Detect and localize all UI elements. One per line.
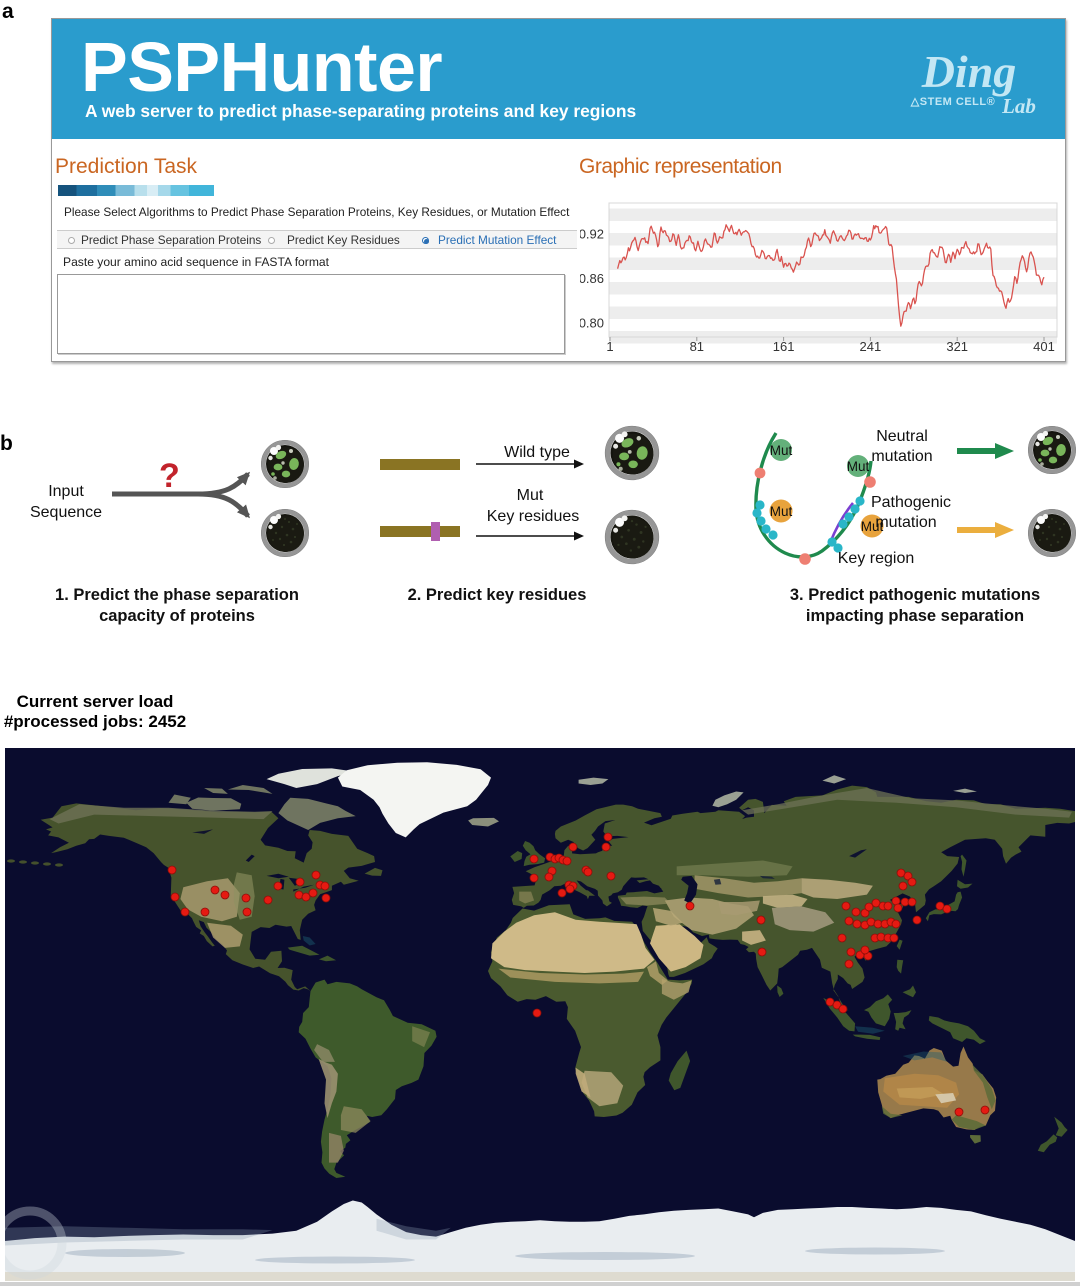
svg-text:Key residues: Key residues <box>487 508 580 525</box>
svg-text:0.86: 0.86 <box>580 271 604 286</box>
svg-text:Mut: Mut <box>861 519 884 534</box>
svg-text:Mut: Mut <box>847 459 870 474</box>
svg-text:401: 401 <box>1033 339 1055 354</box>
svg-text:3. Predict pathogenic mutation: 3. Predict pathogenic mutations <box>790 586 1040 604</box>
svg-text:Mut: Mut <box>770 443 793 458</box>
svg-text:321: 321 <box>946 339 968 354</box>
svg-text:241: 241 <box>860 339 882 354</box>
svg-text:Key region: Key region <box>838 550 915 567</box>
svg-text:0.80: 0.80 <box>580 316 604 331</box>
svg-text:81: 81 <box>690 339 704 354</box>
svg-text:Neutral: Neutral <box>876 428 928 445</box>
svg-text:Wild type: Wild type <box>504 444 570 461</box>
svg-text:0.92: 0.92 <box>580 227 604 242</box>
svg-text:Pathogenic: Pathogenic <box>871 494 951 511</box>
svg-text:Ding: Ding <box>921 46 1017 97</box>
svg-text:?: ? <box>159 457 180 495</box>
svg-text:Input: Input <box>48 483 84 500</box>
svg-text:mutation: mutation <box>875 514 936 531</box>
svg-text:Mut: Mut <box>770 504 793 519</box>
svg-text:Lab: Lab <box>1001 94 1036 118</box>
svg-text:2. Predict key residues: 2. Predict key residues <box>408 586 587 604</box>
svg-text:1. Predict the phase separatio: 1. Predict the phase separation <box>55 586 299 604</box>
svg-text:Mut: Mut <box>517 487 544 504</box>
svg-text:△STEM CELL®: △STEM CELL® <box>910 96 995 108</box>
svg-text:161: 161 <box>773 339 795 354</box>
svg-text:mutation: mutation <box>871 448 932 465</box>
svg-text:capacity of proteins: capacity of proteins <box>99 607 255 625</box>
svg-text:Sequence: Sequence <box>30 504 102 521</box>
svg-text:impacting phase separation: impacting phase separation <box>806 607 1024 625</box>
svg-text:1: 1 <box>606 339 613 354</box>
